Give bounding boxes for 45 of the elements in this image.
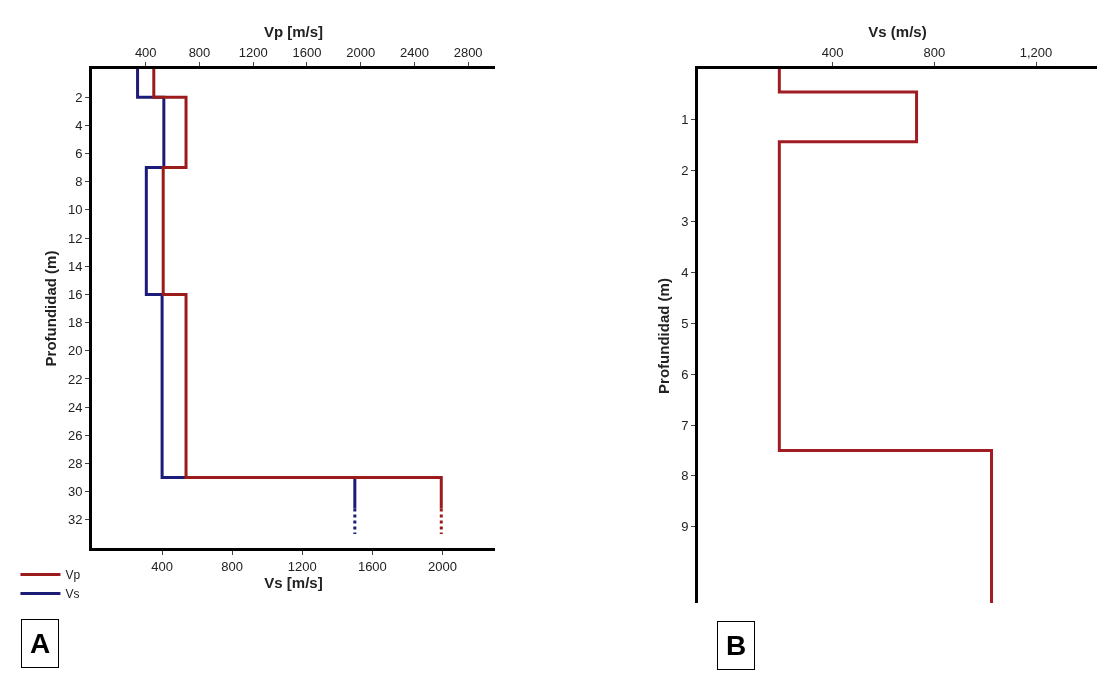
y-tick-label: 16 — [67, 286, 83, 302]
y-tick-label: 3 — [681, 214, 689, 230]
y-tick-label: 22 — [67, 371, 83, 387]
x-axis-title: Vs [m/s] — [264, 573, 323, 591]
x2-axis-title: Vp [m/s] — [263, 23, 324, 41]
y-tick-label: 6 — [681, 366, 689, 382]
y-tick-label: 26 — [67, 427, 83, 443]
x-tick-label: 800 — [923, 44, 946, 60]
y-tick-label: 4 — [75, 117, 83, 133]
text: B — [726, 630, 747, 661]
x2-tick-label: 2800 — [453, 44, 483, 60]
x-tick-label: 400 — [151, 558, 173, 574]
y-tick-label: 14 — [67, 258, 83, 274]
y-tick-label: 8 — [75, 174, 83, 190]
y-tick-label: 2 — [75, 89, 83, 105]
x-tick-label: 2000 — [427, 558, 457, 574]
y-tick-label: 6 — [75, 146, 83, 162]
legend-label: Vp — [65, 568, 81, 583]
x-tick-label: 400 — [821, 44, 844, 60]
y-axis-title: Profundidad (m) — [655, 278, 673, 394]
y-tick-label: 20 — [67, 343, 83, 359]
x-tick-label: 800 — [221, 558, 244, 574]
x2-tick-label: 2400 — [399, 44, 429, 60]
y-tick-label: 28 — [67, 456, 83, 472]
legend-label: Vs — [65, 587, 80, 602]
y-tick-label: 1 — [681, 112, 689, 128]
y-tick-label: 12 — [67, 230, 83, 246]
y-axis-title: Profundidad (m) — [42, 250, 60, 367]
y-tick-label: 2 — [681, 163, 689, 179]
x-tick-label: 1200 — [287, 558, 317, 574]
y-tick-label: 8 — [681, 468, 689, 484]
line-series — [777, 69, 994, 603]
y-tick-label: 7 — [681, 417, 689, 433]
x-axis-title: Vs (m/s) — [868, 23, 927, 41]
y-tick-label: 9 — [681, 519, 689, 535]
y-tick-label: 5 — [681, 315, 689, 331]
y-tick-label: 24 — [67, 399, 83, 415]
y-tick-label: 18 — [67, 315, 83, 331]
y-tick-label: 30 — [67, 484, 83, 500]
text: A — [30, 628, 51, 659]
y-tick-label: 10 — [67, 202, 83, 218]
y-tick-label: 32 — [67, 512, 83, 528]
x-tick-label: 1600 — [357, 558, 387, 574]
y-tick-label: 4 — [681, 264, 689, 280]
x-tick-label: 1,200 — [1019, 44, 1053, 60]
